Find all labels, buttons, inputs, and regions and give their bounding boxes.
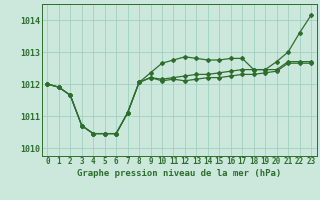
- X-axis label: Graphe pression niveau de la mer (hPa): Graphe pression niveau de la mer (hPa): [77, 169, 281, 178]
